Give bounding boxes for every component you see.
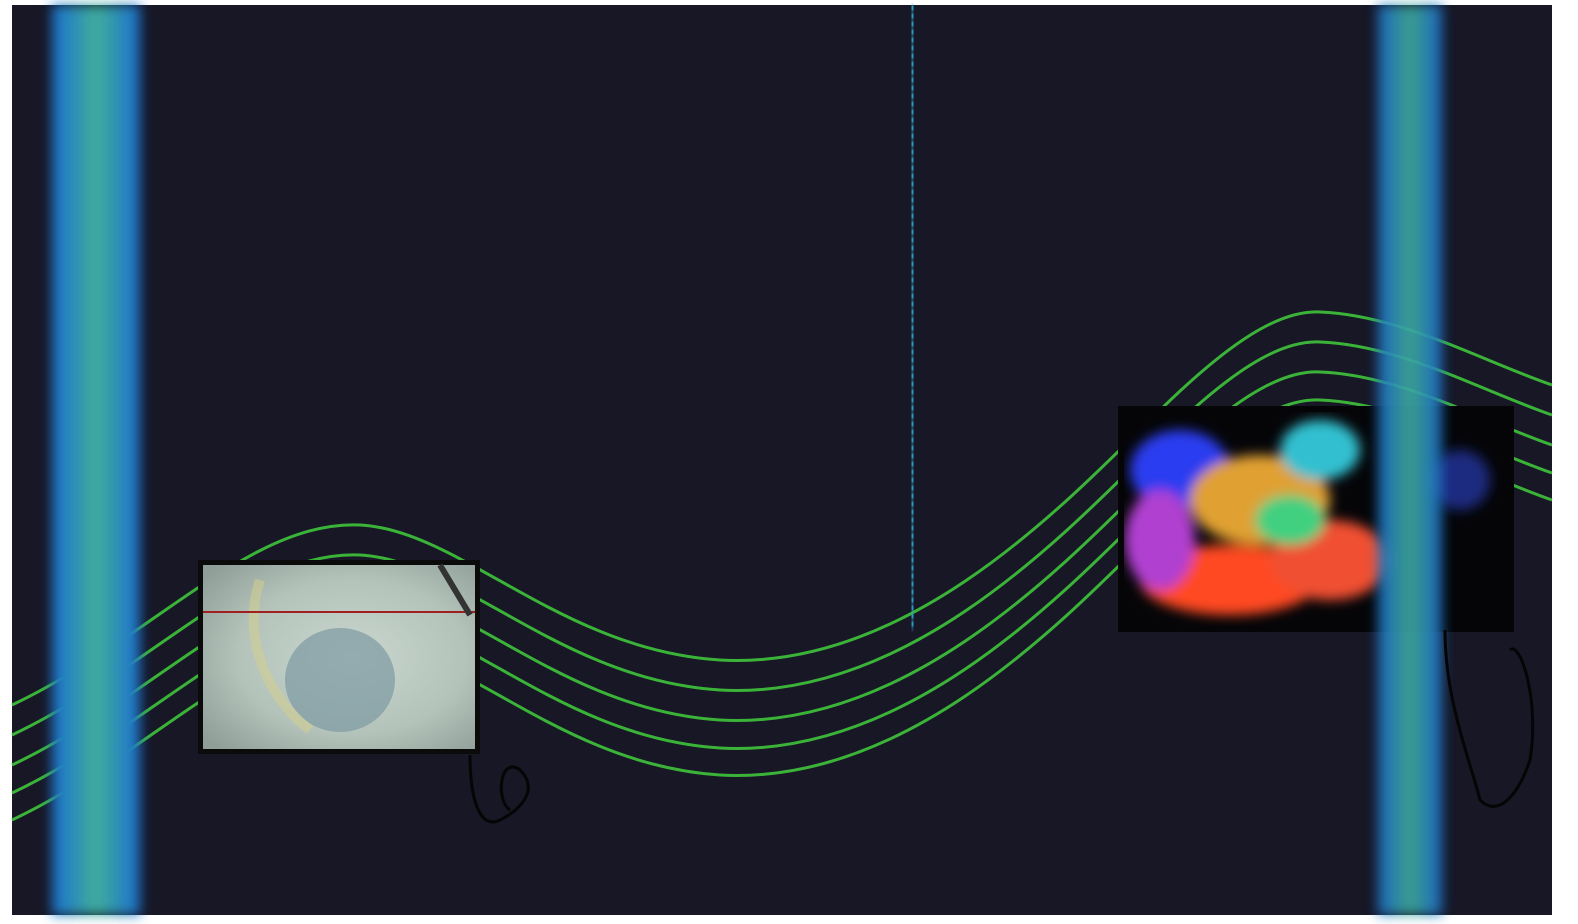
- green-lines: [10, 310, 1554, 822]
- cables: [468, 629, 1535, 824]
- thin-rope: [905, 4, 920, 631]
- left-screen: [198, 560, 480, 754]
- green-line: [11, 310, 1553, 707]
- right-screen: [1118, 406, 1514, 632]
- ropes: [52, 4, 1442, 915]
